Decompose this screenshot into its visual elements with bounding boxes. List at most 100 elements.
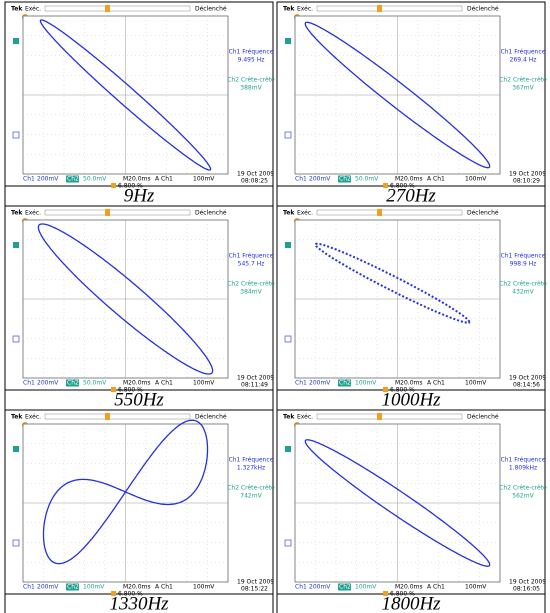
position-icon: [111, 183, 116, 188]
ch1-label: Ch1: [295, 380, 307, 387]
ch1-scale: 200mV: [309, 176, 331, 183]
trigger-state: Déclenché: [195, 210, 227, 217]
trigger-level: 100mV: [465, 176, 487, 183]
trigger-marker: [105, 5, 110, 12]
scope-panel: TekExéc.DéclenchéCh1 Fréquence1.809kHzCh…: [277, 410, 547, 613]
freq-value: 1.327kHz: [237, 465, 265, 472]
trigger-source: A Ch1: [427, 380, 445, 387]
freq-value: 9.495 Hz: [238, 57, 265, 64]
ch1-scale: 200mV: [309, 380, 331, 387]
caption: 1800Hz: [381, 593, 441, 613]
ch1-marker: [13, 132, 19, 138]
ch2-label: Ch2: [339, 176, 351, 183]
trigger-source: A Ch1: [427, 176, 445, 183]
ch1-marker: [13, 540, 19, 546]
pp-value: 367mV: [512, 85, 534, 92]
ch2-marker: [285, 38, 291, 44]
time: 08:11:49: [241, 382, 268, 389]
trigger-source: A Ch1: [155, 584, 173, 591]
timebase: M20.0ms: [395, 176, 423, 183]
ch1-scale: 200mV: [37, 584, 59, 591]
trigger-marker: [105, 209, 110, 216]
timebase: M20.0ms: [123, 380, 151, 387]
ch2-marker: [13, 38, 19, 44]
date: 19 Oct 2009: [237, 171, 274, 178]
pp-label: Ch2 Crête-crête: [227, 485, 275, 492]
trigger-marker: [377, 209, 382, 216]
run-state: Exéc.: [25, 414, 41, 421]
freq-label: Ch1 Fréquence: [229, 253, 274, 260]
ch2-marker: [13, 446, 19, 452]
run-state: Exéc.: [297, 210, 313, 217]
ch2-label: Ch2: [67, 176, 79, 183]
freq-label: Ch1 Fréquence: [229, 457, 274, 464]
ch2-scale: 100mV: [355, 584, 377, 591]
time: 08:15:22: [241, 586, 268, 593]
pp-label: Ch2 Crête-crête: [499, 281, 547, 288]
caption: 1000Hz: [381, 389, 441, 410]
caption: 1330Hz: [109, 593, 169, 613]
trigger-state: Déclenché: [467, 6, 499, 13]
ch2-label: Ch2: [67, 584, 79, 591]
date: 19 Oct 2009: [237, 375, 274, 382]
ch2-scale: 100mV: [355, 380, 377, 387]
ch2-marker: [285, 446, 291, 452]
pp-value: 384mV: [240, 289, 262, 296]
trigger-level: 100mV: [193, 176, 215, 183]
pp-label: Ch2 Crête-crête: [499, 485, 547, 492]
run-state: Exéc.: [297, 6, 313, 13]
ch1-marker: [285, 540, 291, 546]
time: 08:10:29: [513, 178, 540, 185]
freq-label: Ch1 Fréquence: [501, 457, 546, 464]
time: 08:16:05: [513, 586, 540, 593]
ch2-marker: [285, 242, 291, 248]
pp-value: 388mV: [240, 85, 262, 92]
date: 19 Oct 2009: [509, 171, 546, 178]
header-bar: [317, 414, 462, 419]
trigger-level: 100mV: [193, 380, 215, 387]
ch2-label: Ch2: [67, 380, 79, 387]
trigger-level: 100mV: [465, 380, 487, 387]
figure: TekExéc.DéclenchéCh1 Fréquence9.495 HzCh…: [0, 0, 550, 613]
ch2-scale: 50.0mV: [355, 176, 379, 183]
header-bar: [317, 210, 462, 215]
timebase: M20.0ms: [395, 584, 423, 591]
run-state: Exéc.: [25, 210, 41, 217]
pp-label: Ch2 Crête-crête: [227, 281, 275, 288]
ch1-scale: 200mV: [309, 584, 331, 591]
freq-value: 1.809kHz: [509, 465, 537, 472]
trigger-source: A Ch1: [427, 584, 445, 591]
ch1-label: Ch1: [295, 584, 307, 591]
timebase: M20.0ms: [395, 380, 423, 387]
ch2-label: Ch2: [339, 584, 351, 591]
trigger-marker: [105, 413, 110, 420]
header-bar: [45, 414, 190, 419]
header-bar: [317, 6, 462, 11]
pp-label: Ch2 Crête-crête: [499, 77, 547, 84]
pp-value: 562mV: [512, 493, 534, 500]
ch1-marker: [13, 336, 19, 342]
brand: Tek: [283, 6, 295, 13]
pp-label: Ch2 Crête-crête: [227, 77, 275, 84]
caption: 270Hz: [386, 185, 436, 206]
pp-value: 742mV: [240, 493, 262, 500]
pp-value: 432mV: [512, 289, 534, 296]
ch2-marker: [13, 242, 19, 248]
date: 19 Oct 2009: [237, 579, 274, 586]
ch2-scale: 50.0mV: [83, 176, 107, 183]
freq-value: 269.4 Hz: [510, 57, 537, 64]
trigger-level: 100mV: [193, 584, 215, 591]
trigger-marker: [377, 5, 382, 12]
ch2-label: Ch2: [339, 380, 351, 387]
ch1-label: Ch1: [23, 584, 35, 591]
freq-label: Ch1 Fréquence: [501, 253, 546, 260]
header-bar: [45, 210, 190, 215]
date: 19 Oct 2009: [509, 579, 546, 586]
freq-value: 998.9 Hz: [510, 261, 537, 268]
trigger-state: Déclenché: [195, 414, 227, 421]
header-bar: [45, 6, 190, 11]
ch1-marker: [285, 336, 291, 342]
timebase: M20.0ms: [123, 176, 151, 183]
